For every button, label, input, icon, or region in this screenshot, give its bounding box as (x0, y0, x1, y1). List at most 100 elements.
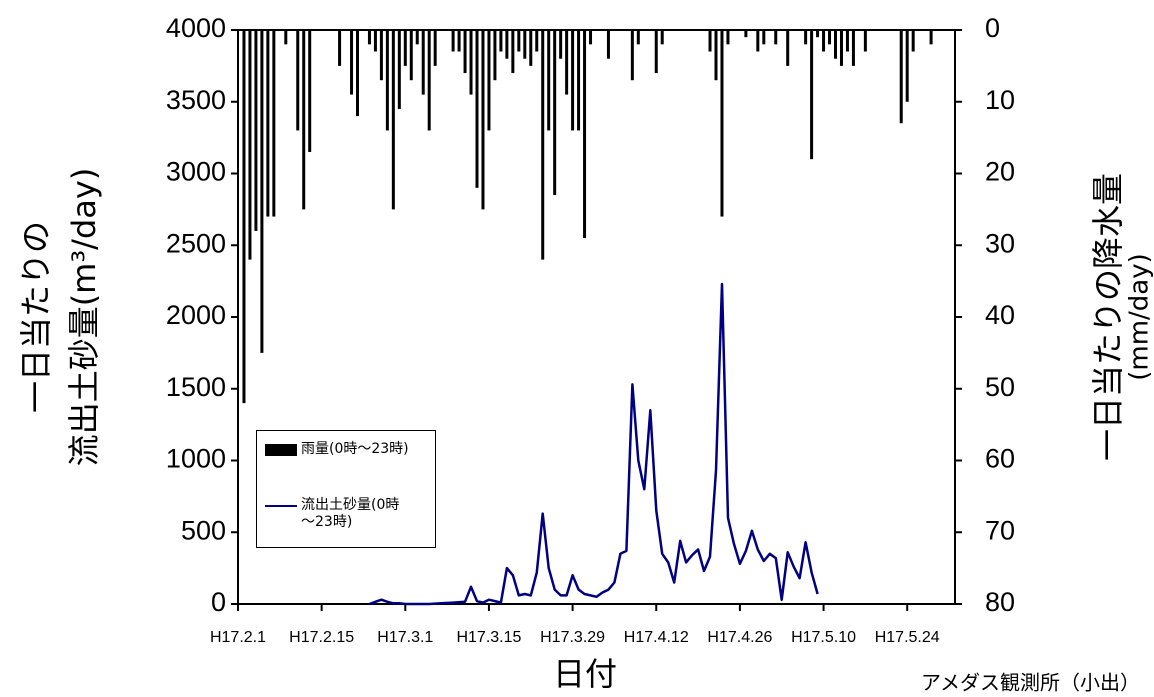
bar (547, 30, 551, 131)
bar (433, 30, 437, 66)
bar (260, 30, 264, 353)
y2-axis-label: (mm/day) (1125, 253, 1154, 381)
bar (397, 30, 401, 109)
y-tick-label: 3000 (166, 157, 226, 187)
bar (296, 30, 300, 131)
bar (756, 30, 760, 52)
bar (660, 30, 664, 45)
y-tick-label: 1500 (166, 372, 226, 402)
y2-tick-label: 20 (985, 157, 1015, 187)
bar (248, 30, 252, 260)
legend-label: 流出土砂量(0時～23時) (301, 497, 400, 530)
bar (350, 30, 354, 95)
bar (379, 30, 383, 81)
bar (565, 30, 569, 95)
bar (505, 30, 509, 59)
line (368, 282, 819, 606)
bar (457, 30, 461, 52)
x-tick-label: H17.5.24 (875, 629, 940, 646)
y-axis-label: 一日当たりの (17, 221, 55, 413)
bar (367, 30, 371, 45)
legend: 雨量(0時～23時) 流出土砂量(0時～23時) (256, 430, 436, 548)
bar (391, 30, 395, 210)
y-tick-label: 500 (181, 515, 226, 545)
bar (606, 30, 610, 59)
bar (654, 30, 658, 74)
y-tick-label: 3500 (166, 85, 226, 115)
bar (905, 30, 909, 102)
y-tick-label: 2500 (166, 228, 226, 258)
y-tick-label: 2000 (166, 300, 226, 330)
y2-tick-label: 10 (985, 85, 1015, 115)
y2-axis-label: 一日当たりの降水量 (1089, 173, 1127, 461)
bar (254, 30, 258, 231)
legend-item: 流出土砂量(0時～23時) (265, 497, 411, 531)
y2-tick-label: 50 (985, 372, 1015, 402)
bar (481, 30, 485, 210)
bar (714, 30, 718, 81)
bar (630, 30, 634, 81)
bar (720, 30, 724, 217)
bar (463, 30, 467, 74)
bar (415, 30, 419, 45)
y-tick-label: 4000 (166, 13, 226, 43)
bar (810, 30, 814, 160)
bar (475, 30, 479, 188)
bar (839, 30, 843, 66)
bar (529, 30, 533, 66)
bar (816, 30, 820, 38)
x-tick-label: H17.2.15 (289, 629, 354, 646)
bar (541, 30, 545, 260)
bar (804, 30, 808, 45)
bar (774, 30, 778, 45)
y2-tick-label: 40 (985, 300, 1015, 330)
x-tick-label: H17.4.12 (624, 629, 689, 646)
bar (583, 30, 587, 239)
bar (845, 30, 849, 52)
y2-tick-label: 60 (985, 444, 1015, 474)
bar (523, 30, 527, 59)
bar (571, 30, 575, 131)
x-tick-label: H17.4.26 (707, 629, 772, 646)
bar (786, 30, 790, 66)
bar (421, 30, 425, 95)
bar (899, 30, 903, 124)
x-tick-label: H17.3.15 (456, 629, 521, 646)
bar (338, 30, 342, 66)
bar (356, 30, 359, 117)
bar (863, 30, 867, 52)
y2-tick-label: 80 (985, 587, 1015, 617)
y2-tick-label: 0 (985, 13, 1000, 43)
y-tick-label: 0 (211, 587, 226, 617)
bar (822, 30, 826, 52)
bar (469, 30, 473, 95)
bar (589, 30, 593, 45)
bar (284, 30, 288, 45)
legend-item: 雨量(0時～23時) (265, 441, 411, 458)
bar (373, 30, 377, 52)
y-tick-label: 1000 (166, 444, 226, 474)
bar (553, 30, 557, 196)
legend-swatch (265, 444, 297, 456)
bar (266, 30, 270, 217)
legend-swatch (265, 505, 297, 507)
bar (834, 30, 837, 59)
bar (403, 30, 407, 66)
bar (511, 30, 515, 74)
bar (636, 30, 640, 45)
y-axis-label: 流出土砂量(m³/day) (65, 168, 103, 467)
bar (427, 30, 431, 131)
bar (535, 30, 539, 52)
bar (929, 30, 933, 45)
bar (272, 30, 276, 217)
bar (726, 30, 730, 45)
x-tick-label: H17.2.1 (210, 629, 266, 646)
y2-tick-label: 30 (985, 228, 1015, 258)
bar (577, 30, 581, 131)
bar (708, 30, 712, 52)
bar (744, 30, 748, 38)
bar (385, 30, 389, 131)
bar (242, 30, 246, 404)
